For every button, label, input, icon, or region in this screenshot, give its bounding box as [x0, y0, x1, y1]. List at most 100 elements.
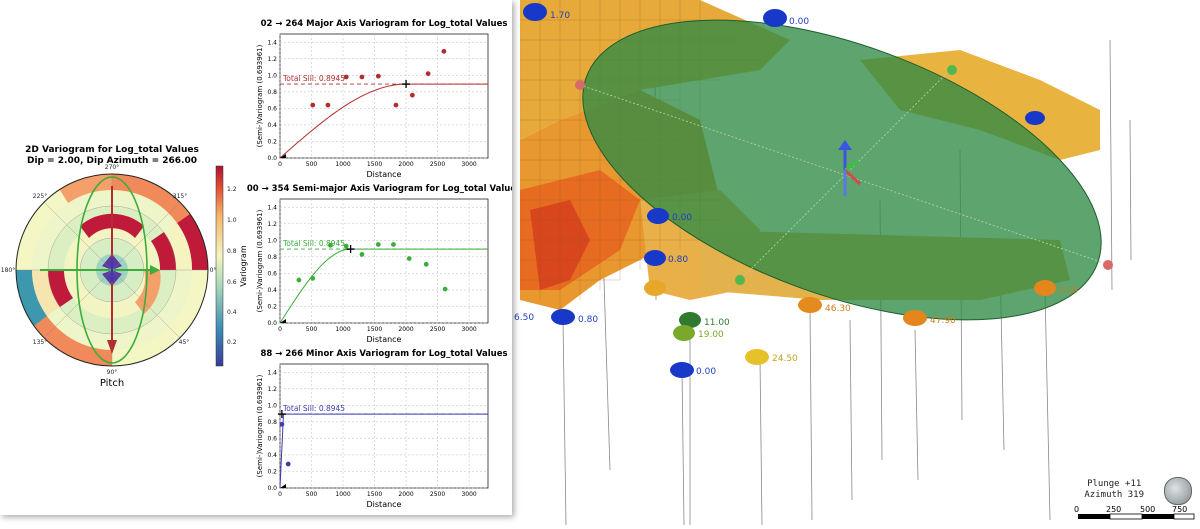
- svg-text:11.00: 11.00: [704, 318, 730, 328]
- y-tick-label: 0.8: [267, 419, 277, 426]
- x-tick-label: 500: [306, 326, 318, 333]
- nugget-marker: [280, 484, 286, 488]
- angle-225: 225°: [33, 193, 47, 200]
- chart-title: 00 → 354 Semi-major Axis Variogram for L…: [247, 184, 512, 194]
- x-tick-label: 2500: [430, 326, 445, 333]
- x-tick-label: 2500: [430, 491, 445, 498]
- model-curve: [279, 83, 488, 159]
- svg-text:0: 0: [1074, 505, 1079, 514]
- data-point: [359, 251, 365, 257]
- y-tick-label: 1.4: [267, 39, 277, 46]
- angle-315: 315°: [173, 193, 187, 200]
- y-tick-label: 0.0: [267, 485, 277, 492]
- svg-text:46.30: 46.30: [825, 304, 851, 314]
- colorbar-tick: 0.4: [227, 309, 237, 316]
- compass-icon[interactable]: [1164, 477, 1192, 505]
- nugget-marker: [280, 154, 286, 158]
- svg-text:5.10: 5.10: [1058, 286, 1078, 296]
- sill-label: Total Sill: 0.8945: [282, 404, 345, 413]
- y-axis-label: (Semi-)Variogram (0.693961): [256, 209, 264, 312]
- x-tick-label: 3000: [461, 491, 476, 498]
- y-tick-label: 1.0: [267, 402, 277, 409]
- y-axis-label: (Semi-)Variogram (0.693961): [256, 374, 264, 477]
- y-tick-label: 0.4: [267, 452, 277, 459]
- data-point: [310, 275, 316, 281]
- x-axis-label: Distance: [367, 335, 402, 344]
- nugget-marker: [280, 319, 286, 323]
- colorbar-tick: 1.2: [227, 186, 237, 193]
- model-curve: [279, 248, 488, 324]
- variogram-panel: 2D Variogram for Log_total Values Dip = …: [0, 0, 521, 515]
- sill-label: Total Sill: 0.8945: [282, 239, 345, 248]
- svg-text:1.70: 1.70: [550, 11, 570, 21]
- y-tick-label: 0.6: [267, 105, 277, 112]
- data-point: [296, 277, 302, 283]
- data-point: [310, 102, 316, 108]
- x-tick-label: 1500: [367, 326, 382, 333]
- x-tick-label: 0: [278, 326, 282, 333]
- data-point: [343, 243, 349, 249]
- data-point: [279, 421, 285, 427]
- orientation-hud: Plunge +11 Azimuth 319: [1052, 477, 1192, 523]
- variogram-chart-1: 00 → 354 Semi-major Axis Variogram for L…: [247, 184, 521, 344]
- sill-label: Total Sill: 0.8945: [282, 74, 345, 83]
- x-tick-label: 2000: [398, 161, 413, 168]
- x-tick-label: 500: [306, 161, 318, 168]
- svg-text:0.80: 0.80: [668, 255, 688, 265]
- data-point: [343, 74, 349, 80]
- data-point: [391, 242, 396, 247]
- data-point: [406, 256, 412, 261]
- svg-text:6.50: 6.50: [514, 313, 534, 323]
- data-point: [409, 92, 415, 98]
- data-point: [325, 102, 331, 108]
- y-tick-label: 0.4: [267, 287, 277, 294]
- x-tick-label: 1000: [335, 326, 350, 333]
- plot-area: [279, 198, 489, 324]
- colorbar-tick: 0.2: [227, 339, 237, 346]
- y-tick-label: 0.8: [267, 254, 277, 261]
- svg-text:0.80: 0.80: [578, 315, 598, 325]
- x-tick-label: 0: [278, 161, 282, 168]
- directional-variograms: 02 → 264 Major Axis Variogram for Log_to…: [247, 19, 521, 509]
- y-tick-label: 1.0: [267, 72, 277, 79]
- search-ellipsoid[interactable]: [544, 0, 1141, 380]
- x-tick-label: 1000: [335, 491, 350, 498]
- collar-labels: 1.70 0.00 0.00 0.80 11.00 19.00 0.00 24.…: [514, 11, 1078, 377]
- polar-title-line1: 2D Variogram for Log_total Values: [25, 145, 199, 155]
- x-tick-label: 2000: [398, 491, 413, 498]
- y-tick-label: 1.4: [267, 369, 277, 376]
- data-point: [425, 71, 431, 77]
- x-tick-label: 1000: [335, 161, 350, 168]
- data-point: [442, 286, 448, 292]
- svg-text:750: 750: [1172, 505, 1187, 514]
- orientation-readout: Plunge +11 Azimuth 319: [1084, 479, 1144, 501]
- y-tick-label: 1.2: [267, 386, 277, 393]
- colorbar-label: Variogram: [239, 245, 248, 286]
- svg-text:19.00: 19.00: [698, 330, 724, 340]
- variogram-chart-2: 88 → 266 Minor Axis Variogram for Log_to…: [256, 349, 508, 509]
- x-axis-label: Distance: [367, 500, 402, 509]
- y-tick-label: 1.2: [267, 221, 277, 228]
- x-tick-label: 0: [278, 491, 282, 498]
- angle-135: 135°: [33, 339, 47, 346]
- data-point: [285, 461, 291, 467]
- colorbar-tick: 0.6: [227, 279, 237, 286]
- x-axis-label: Distance: [367, 170, 402, 179]
- polar-xlabel: Pitch: [100, 378, 124, 389]
- svg-text:0.00: 0.00: [789, 17, 809, 27]
- svg-text:47.90: 47.90: [930, 316, 956, 326]
- x-tick-label: 3000: [461, 326, 476, 333]
- angle-45: 45°: [179, 339, 190, 346]
- data-point: [359, 74, 365, 80]
- angle-0: 0°: [210, 267, 217, 274]
- data-point: [375, 242, 381, 247]
- drillhole-collars[interactable]: [523, 3, 1056, 378]
- y-tick-label: 0.0: [267, 155, 277, 162]
- x-tick-label: 2500: [430, 161, 445, 168]
- range-marker: [346, 245, 355, 254]
- y-tick-label: 0.6: [267, 435, 277, 442]
- x-tick-label: 3000: [461, 161, 476, 168]
- y-tick-label: 0.6: [267, 270, 277, 277]
- data-point: [393, 102, 399, 108]
- colorbar-tick: 1.0: [227, 217, 237, 224]
